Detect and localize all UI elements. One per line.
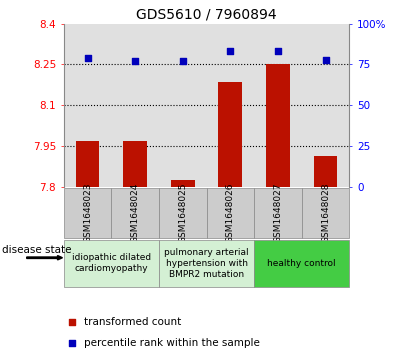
Point (180, 58, 186, 64)
Text: GSM1648026: GSM1648026 (226, 183, 235, 243)
Text: GSM1648024: GSM1648024 (131, 183, 140, 243)
Bar (218, 82, 242, 187)
Text: GSM1648028: GSM1648028 (321, 183, 330, 243)
Text: GSM1648023: GSM1648023 (83, 183, 92, 243)
Bar (64, 188, 111, 238)
Bar (64, 24, 111, 187)
Bar (254, 24, 302, 187)
Bar (123, 140, 147, 187)
Point (322, 57, 329, 62)
Title: GDS5610 / 7960894: GDS5610 / 7960894 (136, 7, 277, 21)
Bar (159, 240, 254, 287)
Text: pulmonary arterial
hypertension with
BMPR2 mutation: pulmonary arterial hypertension with BMP… (164, 248, 249, 279)
Text: GSM1648027: GSM1648027 (273, 183, 282, 243)
Text: percentile rank within the sample: percentile rank within the sample (84, 338, 260, 347)
Bar (302, 24, 349, 187)
Bar (111, 188, 159, 238)
Bar (314, 156, 337, 187)
Bar (302, 188, 349, 238)
Bar (76, 142, 99, 187)
Bar (64, 240, 159, 287)
Bar (266, 65, 290, 187)
Text: idiopathic dilated
cardiomyopathy: idiopathic dilated cardiomyopathy (72, 253, 151, 273)
Text: healthy control: healthy control (268, 259, 336, 268)
Bar (254, 188, 302, 238)
Bar (111, 24, 159, 187)
Text: GSM1648025: GSM1648025 (178, 183, 187, 243)
Bar (159, 24, 206, 187)
Point (275, 49, 281, 54)
Point (69, 340, 76, 346)
Bar (159, 188, 206, 238)
Bar (206, 188, 254, 238)
Point (69, 319, 76, 325)
Text: disease state: disease state (2, 245, 72, 256)
Text: transformed count: transformed count (84, 317, 181, 327)
Bar (206, 24, 254, 187)
Bar (171, 180, 195, 187)
Bar (254, 240, 349, 287)
Point (132, 58, 139, 64)
Point (84, 55, 91, 61)
Point (227, 49, 233, 54)
